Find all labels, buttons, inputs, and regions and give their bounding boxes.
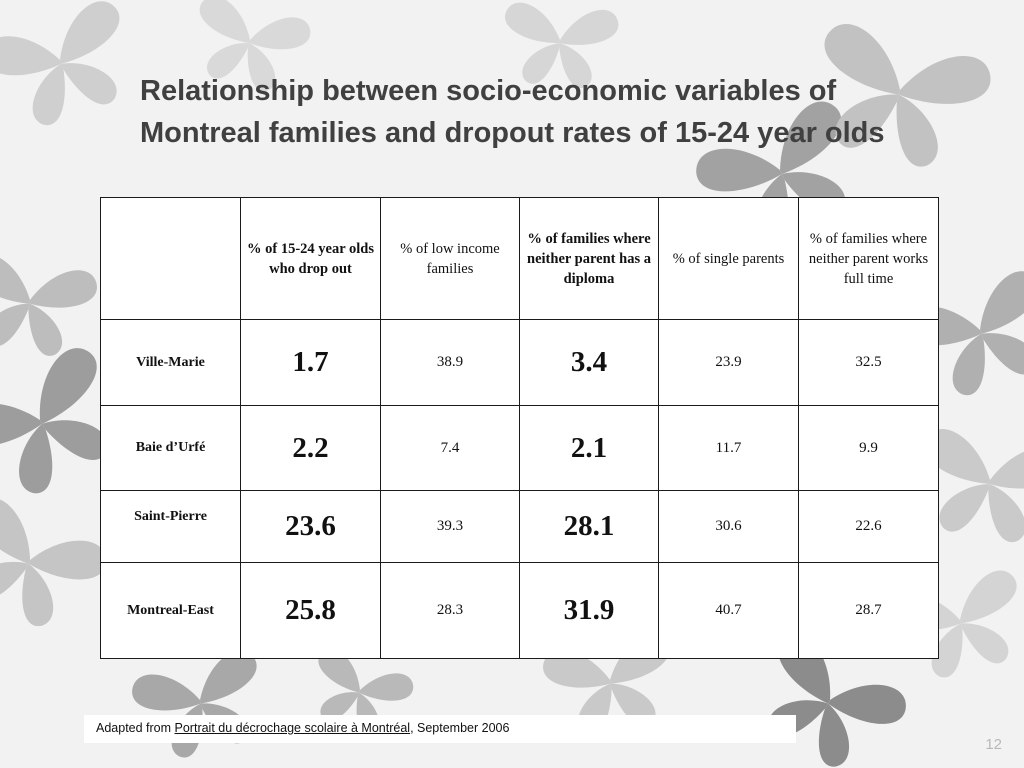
- single-parents-value: 30.6: [658, 490, 799, 563]
- table-row: Ville-Marie 1.7 38.9 3.4 23.9 32.5: [100, 319, 939, 406]
- table-row: Saint-Pierre 23.6 39.3 28.1 30.6 22.6: [100, 490, 939, 563]
- dropout-value: 25.8: [240, 562, 381, 659]
- dropout-value: 2.2: [240, 405, 381, 491]
- single-parents-value: 11.7: [658, 405, 799, 491]
- low-income-value: 38.9: [380, 319, 520, 406]
- no-diploma-value: 31.9: [519, 562, 659, 659]
- table-header-row: % of 15-24 year olds who drop out % of l…: [100, 197, 939, 320]
- header-cell-empty: [100, 197, 241, 320]
- single-parents-value: 23.9: [658, 319, 799, 406]
- not-full-time-value: 9.9: [798, 405, 939, 491]
- low-income-value: 28.3: [380, 562, 520, 659]
- header-single-parents: % of single parents: [658, 197, 799, 320]
- low-income-value: 7.4: [380, 405, 520, 491]
- dropout-value: 1.7: [240, 319, 381, 406]
- low-income-value: 39.3: [380, 490, 520, 563]
- not-full-time-value: 32.5: [798, 319, 939, 406]
- no-diploma-value: 3.4: [519, 319, 659, 406]
- row-label: Saint-Pierre: [100, 490, 241, 563]
- not-full-time-value: 28.7: [798, 562, 939, 659]
- source-footer: Adapted from Portrait du décrochage scol…: [84, 715, 796, 743]
- source-suffix: , September 2006: [410, 721, 510, 735]
- dropout-value: 23.6: [240, 490, 381, 563]
- table-row: Baie d’Urfé 2.2 7.4 2.1 11.7 9.9: [100, 405, 939, 491]
- page-number: 12: [985, 736, 1002, 753]
- source-link[interactable]: Portrait du décrochage scolaire à Montré…: [174, 721, 411, 735]
- header-no-diploma: % of families where neither parent has a…: [519, 197, 659, 320]
- slide-title-line-1: Relationship between socio-economic vari…: [140, 75, 837, 107]
- no-diploma-value: 28.1: [519, 490, 659, 563]
- header-low-income: % of low income families: [380, 197, 520, 320]
- source-prefix: Adapted from: [96, 721, 175, 735]
- single-parents-value: 40.7: [658, 562, 799, 659]
- not-full-time-value: 22.6: [798, 490, 939, 563]
- no-diploma-value: 2.1: [519, 405, 659, 491]
- source-citation: Adapted from Portrait du décrochage scol…: [96, 721, 509, 735]
- table-row: Montreal-East 25.8 28.3 31.9 40.7 28.7: [100, 562, 939, 659]
- row-label: Montreal-East: [100, 562, 241, 659]
- header-not-full-time: % of families where neither parent works…: [798, 197, 939, 320]
- row-label: Ville-Marie: [100, 319, 241, 406]
- slide-title: Relationship between socio-economic vari…: [140, 70, 960, 154]
- row-label: Baie d’Urfé: [100, 405, 241, 491]
- data-table: % of 15-24 year olds who drop out % of l…: [100, 197, 939, 659]
- slide-title-line-2: Montreal families and dropout rates of 1…: [140, 117, 885, 149]
- header-dropout: % of 15-24 year olds who drop out: [240, 197, 381, 320]
